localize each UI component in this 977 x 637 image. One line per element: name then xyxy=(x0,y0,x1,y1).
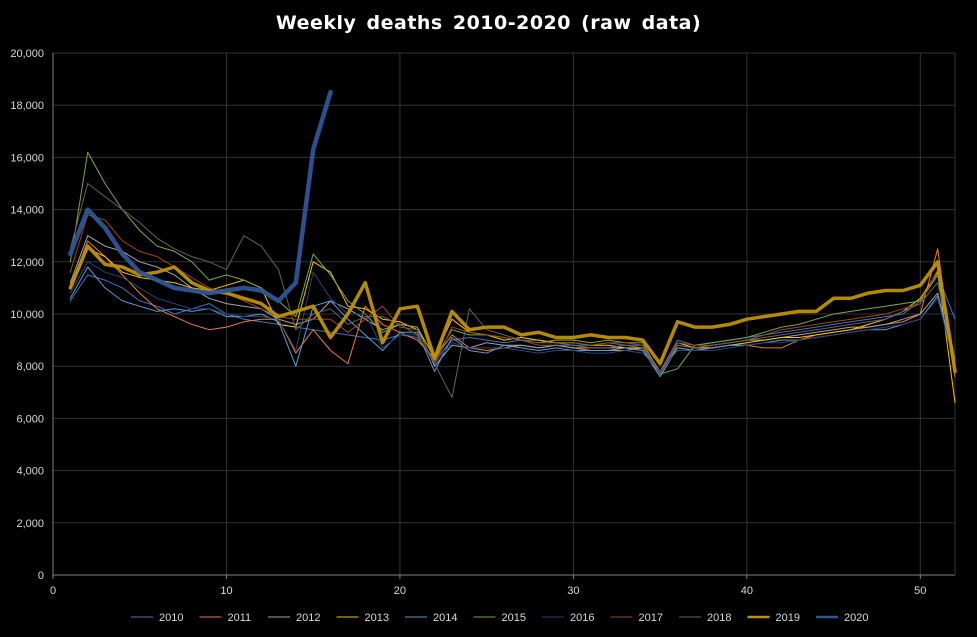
series-line-2014 xyxy=(69,266,956,378)
y-tick-label: 4,000 xyxy=(16,466,44,478)
y-tick-label: 10,000 xyxy=(10,309,44,321)
series-lines xyxy=(68,89,957,404)
x-tick-label: 40 xyxy=(741,585,753,597)
y-tick-label: 6,000 xyxy=(16,413,44,425)
x-tick-label: 20 xyxy=(394,585,406,597)
legend-label-2010: 2010 xyxy=(159,612,183,624)
legend-label-2012: 2012 xyxy=(296,612,320,624)
y-tick-label: 20,000 xyxy=(10,48,44,60)
series-line-2015 xyxy=(69,151,956,375)
series-line-2012 xyxy=(69,235,956,375)
y-tick-label: 2,000 xyxy=(16,518,44,530)
x-tick-label: 10 xyxy=(220,585,232,597)
legend-label-2016: 2016 xyxy=(570,612,594,624)
x-tick-label: 30 xyxy=(567,585,579,597)
y-tick-label: 18,000 xyxy=(10,100,44,112)
series-line-2018 xyxy=(69,183,956,398)
chart-title: Weekly deaths 2010-2020 (raw data) xyxy=(275,12,702,34)
x-tick-label: 0 xyxy=(50,585,56,597)
legend: 2010 2011 2012 2013 2014 2015 2016 2017 2018 2019… xyxy=(131,612,868,624)
legend-label-2013: 2013 xyxy=(365,612,389,624)
legend-label-2015: 2015 xyxy=(502,612,526,624)
legend-label-2020: 2020 xyxy=(844,612,868,624)
legend-label-2017: 2017 xyxy=(639,612,663,624)
gridlines xyxy=(53,52,955,575)
series-line-2016 xyxy=(69,261,956,372)
legend-label-2011: 2011 xyxy=(228,612,252,624)
y-tick-label: 16,000 xyxy=(10,152,44,164)
y-tick-label: 0 xyxy=(38,570,44,582)
legend-label-2014: 2014 xyxy=(433,612,457,624)
y-tick-label: 12,000 xyxy=(10,257,44,269)
legend-label-2018: 2018 xyxy=(707,612,731,624)
x-tick-label: 50 xyxy=(914,585,926,597)
y-tick-label: 8,000 xyxy=(16,361,44,373)
y-tick-label: 14,000 xyxy=(10,205,44,217)
series-line-2020 xyxy=(68,89,333,304)
series-line-2010 xyxy=(69,274,956,372)
axes: 0 2,000 4,000 6,000 8,000 10,000 12,000 14,000 1… xyxy=(10,48,956,597)
legend-label-2019: 2019 xyxy=(776,612,800,624)
